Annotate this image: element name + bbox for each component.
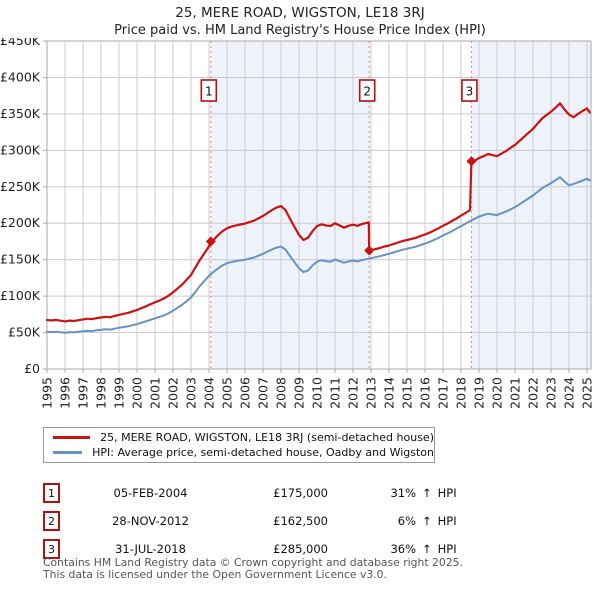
x-axis-label: 2022 (526, 377, 541, 409)
x-axis-label: 2012 (346, 377, 361, 409)
x-axis-label: 1996 (58, 377, 73, 409)
y-axis-label: £150K (0, 252, 41, 267)
x-axis-label: 2007 (256, 377, 271, 409)
transactions-table: 1 05-FEB-2004 £175,000 31% ↑ HPI 2 28-NO… (43, 479, 563, 563)
title-block: 25, MERE ROAD, WIGSTON, LE18 3RJ Price p… (0, 4, 600, 39)
license-footer: Contains HM Land Registry data © Crown c… (43, 557, 463, 580)
page-subtitle: Price paid vs. HM Land Registry's House … (114, 23, 486, 38)
transaction-3-percent: 36% (390, 542, 416, 556)
transaction-3-marker: 3 (43, 539, 60, 559)
transaction-2-price: £162,500 (273, 514, 328, 528)
sale-number: 1 (205, 85, 213, 99)
x-axis-label: 2017 (436, 377, 451, 409)
hpi-average-line (46, 176, 591, 334)
footer-line-1: Contains HM Land Registry data © Crown c… (43, 556, 463, 569)
x-axis-label: 1995 (40, 377, 55, 409)
y-axis-label: £50K (8, 325, 41, 340)
transaction-3-hpi-label: HPI (437, 542, 457, 556)
x-axis-label: 1999 (112, 377, 127, 409)
x-axis-label: 2001 (148, 377, 163, 409)
legend-item-hpi: HPI: Average price, semi-detached house,… (44, 445, 434, 460)
sale-marker-diamond (364, 245, 375, 256)
price-paid-line (45, 102, 591, 323)
transaction-2-marker: 2 (43, 511, 60, 531)
footer-line-2: This data is licensed under the Open Gov… (43, 567, 387, 581)
x-axis-label: 2003 (184, 377, 199, 409)
transaction-row-1: 1 05-FEB-2004 £175,000 31% ↑ HPI (43, 479, 563, 507)
x-axis-label: 2025 (580, 377, 595, 409)
x-axis-label: 2024 (562, 377, 577, 409)
x-axis-label: 2000 (130, 377, 145, 409)
y-axis-label: £400K (0, 69, 41, 84)
y-axis-label: £100K (0, 288, 41, 303)
x-axis-label: 2008 (274, 377, 289, 409)
ownership-band (471, 41, 591, 369)
transaction-1-price: £175,000 (273, 486, 328, 500)
sale-number-box (461, 79, 478, 102)
x-axis-label: 2013 (364, 377, 379, 409)
x-axis-label: 2019 (472, 377, 487, 409)
up-arrow-icon: ↑ (422, 486, 432, 500)
transaction-2-hpi-label: HPI (437, 514, 457, 528)
page-title: 25, MERE ROAD, WIGSTON, LE18 3RJ (175, 5, 425, 21)
x-axis-label: 2021 (508, 377, 523, 409)
transaction-2-percent: 6% (397, 514, 416, 528)
sale-marker-diamond (205, 236, 216, 247)
up-arrow-icon: ↑ (422, 542, 432, 556)
x-axis-label: 2011 (328, 377, 343, 409)
sale-number-box (358, 79, 376, 102)
x-axis-label: 2009 (292, 377, 307, 409)
legend-item-price-paid: 25, MERE ROAD, WIGSTON, LE18 3RJ (semi-d… (44, 430, 434, 445)
x-axis-label: 2004 (202, 377, 217, 409)
y-axis-label: £300K (0, 142, 41, 157)
transaction-3-date: 31-JUL-2018 (115, 542, 186, 556)
y-axis-label: £200K (0, 215, 41, 230)
legend-label-hpi: HPI: Average price, semi-detached house,… (92, 446, 434, 459)
y-axis-label: £250K (0, 179, 41, 194)
transaction-2-date: 28-NOV-2012 (112, 514, 189, 528)
x-axis-label: 2018 (454, 377, 469, 409)
y-axis-label: £0 (24, 361, 40, 376)
transaction-3-price: £285,000 (273, 542, 328, 556)
x-axis-label: 2023 (544, 377, 559, 409)
plot-border (46, 40, 592, 370)
chart-legend: 25, MERE ROAD, WIGSTON, LE18 3RJ (semi-d… (43, 427, 435, 463)
y-axis-label: £450K (0, 38, 41, 48)
x-axis-label: 1998 (94, 377, 109, 409)
x-axis-label: 2014 (382, 377, 397, 409)
blue-line-swatch (53, 451, 83, 454)
y-axis-label: £350K (0, 106, 41, 121)
x-axis-label: 2010 (310, 377, 325, 409)
red-line-swatch (53, 436, 91, 439)
sale-number: 2 (363, 85, 371, 99)
price-chart: 1 2 3 £0 £50K £100K £150K £200K £250K £300K £350K £… (0, 38, 595, 409)
legend-label-price-paid: 25, MERE ROAD, WIGSTON, LE18 3RJ (semi-d… (100, 431, 434, 444)
sale-marker-diamond (466, 156, 477, 167)
transaction-row-3: 3 31-JUL-2018 £285,000 36% ↑ HPI (43, 535, 563, 563)
x-axis-label: 2005 (220, 377, 235, 409)
transaction-row-2: 2 28-NOV-2012 £162,500 6% ↑ HPI (43, 507, 563, 535)
x-axis-label: 2015 (400, 377, 415, 409)
x-axis-label: 2020 (490, 377, 505, 409)
x-axis-label: 2006 (238, 377, 253, 409)
x-axis-label: 2016 (418, 377, 433, 409)
ownership-band (210, 41, 370, 369)
up-arrow-icon: ↑ (422, 514, 432, 528)
x-axis-label: 2002 (166, 377, 181, 409)
transaction-1-percent: 31% (390, 486, 416, 500)
sale-number-box (200, 79, 218, 102)
x-axis-label: 1997 (76, 377, 91, 409)
transaction-1-hpi-label: HPI (437, 486, 457, 500)
transaction-1-date: 05-FEB-2004 (113, 486, 188, 500)
transaction-1-marker: 1 (43, 483, 60, 503)
sale-number: 3 (466, 85, 474, 99)
